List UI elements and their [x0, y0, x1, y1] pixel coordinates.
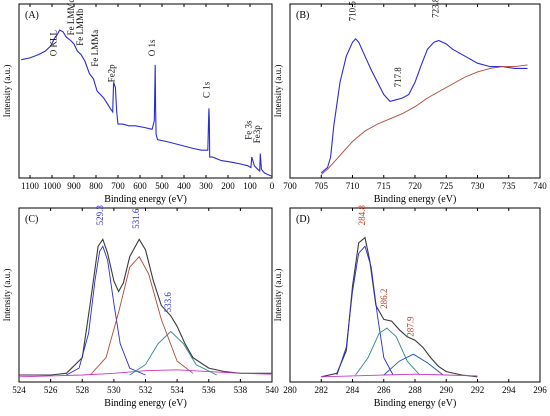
x-tick-label: 540	[265, 385, 279, 395]
x-tick-label: 735	[502, 181, 516, 191]
x-tick-label: 600	[133, 181, 147, 191]
series-line-2	[66, 245, 146, 376]
series-line-4	[383, 353, 444, 376]
peak-annotation: O KLL	[48, 30, 58, 56]
x-tick-label: 530	[107, 385, 121, 395]
x-tick-label: 296	[533, 385, 547, 395]
peak-annotation: 723.8	[431, 0, 441, 18]
x-tick-label: 740	[533, 181, 547, 191]
peak-annotation: O 1s	[147, 39, 157, 56]
x-tick-label: 700	[111, 181, 125, 191]
x-tick-label: 282	[315, 385, 329, 395]
x-tick-label: 1000	[43, 181, 62, 191]
peak-annotation: Fe 3s	[244, 120, 254, 140]
panel-4: 280 282 284 286 288 290 292 294 296 Binding energ…	[273, 205, 547, 409]
x-tick-label: 730	[471, 181, 485, 191]
series-line-1	[321, 236, 478, 378]
series-line-5	[18, 369, 273, 378]
x-axis-label: Binding energy (eV)	[104, 398, 187, 409]
x-tick-label: 700	[283, 181, 297, 191]
x-tick-label: 294	[502, 385, 516, 395]
x-tick-label: 705	[315, 181, 329, 191]
x-tick-label: 534	[170, 385, 184, 395]
panel-2: 700 705 710 715 720 725 730 735 740 Binding energ…	[273, 0, 547, 205]
x-tick-label: 200	[221, 181, 235, 191]
x-tick-label: 524	[12, 385, 26, 395]
plot-frame	[289, 207, 541, 383]
x-tick-label: 720	[408, 181, 422, 191]
x-tick-label: 300	[199, 181, 213, 191]
peak-annotation: C 1s	[201, 81, 211, 98]
x-tick-label: 400	[177, 181, 191, 191]
x-tick-label: 800	[89, 181, 103, 191]
panel-3: 524 526 528 530 532 534 536 538 540 Binding energ…	[2, 205, 279, 409]
x-tick-label: 725	[440, 181, 454, 191]
peak-annotation: 284.8	[357, 205, 367, 226]
peak-annotation: 717.8	[393, 67, 403, 88]
peak-annotation: 287.9	[405, 316, 415, 337]
panel-label: (B)	[296, 10, 309, 21]
y-axis-label: Intensity (a.u.)	[273, 269, 283, 322]
x-axis-label: Binding energy (eV)	[374, 398, 457, 409]
peak-annotation: Fe LMMb	[75, 8, 85, 46]
panel-label: (D)	[296, 214, 310, 225]
peak-annotation: Fe LMMa	[90, 30, 100, 67]
x-tick-label: 292	[471, 385, 485, 395]
x-tick-label: 715	[377, 181, 391, 191]
x-tick-label: 526	[44, 385, 58, 395]
x-tick-label: 290	[440, 385, 454, 395]
y-axis-label: Intensity (a.u.)	[273, 65, 283, 118]
x-tick-label: 710	[346, 181, 360, 191]
series-line-1	[21, 29, 273, 177]
series-line-2	[336, 245, 394, 376]
panel-label: (C)	[25, 214, 38, 225]
x-tick-label: 280	[283, 385, 297, 395]
series-line-3	[355, 327, 421, 376]
series-line-1	[320, 37, 528, 174]
series-line-3	[89, 255, 194, 376]
series-line-5	[321, 373, 478, 378]
x-tick-label: 286	[377, 385, 391, 395]
peak-annotation: 531.6	[131, 208, 141, 229]
panel-1: 1100 1000 900 800 700 600 500 400 300 200 100 0Bind…	[2, 0, 275, 205]
series-line-4	[129, 330, 217, 376]
y-axis-label: Intensity (a.u.)	[2, 65, 12, 118]
x-tick-label: 100	[243, 181, 257, 191]
x-tick-label: 536	[202, 385, 216, 395]
y-axis-label: Intensity (a.u.)	[2, 269, 12, 322]
x-tick-label: 528	[76, 385, 90, 395]
peak-annotation: Fe3p	[252, 125, 262, 144]
x-tick-label: 538	[234, 385, 248, 395]
plot-frame	[18, 207, 273, 383]
x-tick-label: 0	[270, 181, 275, 191]
peak-annotation: 529.3	[95, 205, 105, 226]
peak-annotation: 710.5	[348, 1, 358, 22]
peak-annotation: Fe2p	[107, 64, 117, 83]
x-tick-label: 284	[346, 385, 360, 395]
x-tick-label: 532	[139, 385, 153, 395]
peak-annotation: Fe LMMc	[66, 0, 76, 35]
x-axis-label: Binding energy (eV)	[104, 194, 187, 205]
x-tick-label: 288	[408, 385, 422, 395]
series-line-1	[19, 238, 272, 376]
plot-frame	[289, 3, 541, 179]
x-tick-label: 500	[155, 181, 169, 191]
plot-frame	[18, 3, 273, 179]
series-line-2	[321, 64, 528, 175]
x-tick-label: 1100	[21, 181, 39, 191]
peak-annotation: 286.2	[379, 289, 389, 309]
x-axis-label: Binding energy (eV)	[374, 194, 457, 205]
x-tick-label: 900	[67, 181, 81, 191]
panel-label: (A)	[25, 10, 39, 21]
peak-annotation: 533.6	[163, 292, 173, 313]
